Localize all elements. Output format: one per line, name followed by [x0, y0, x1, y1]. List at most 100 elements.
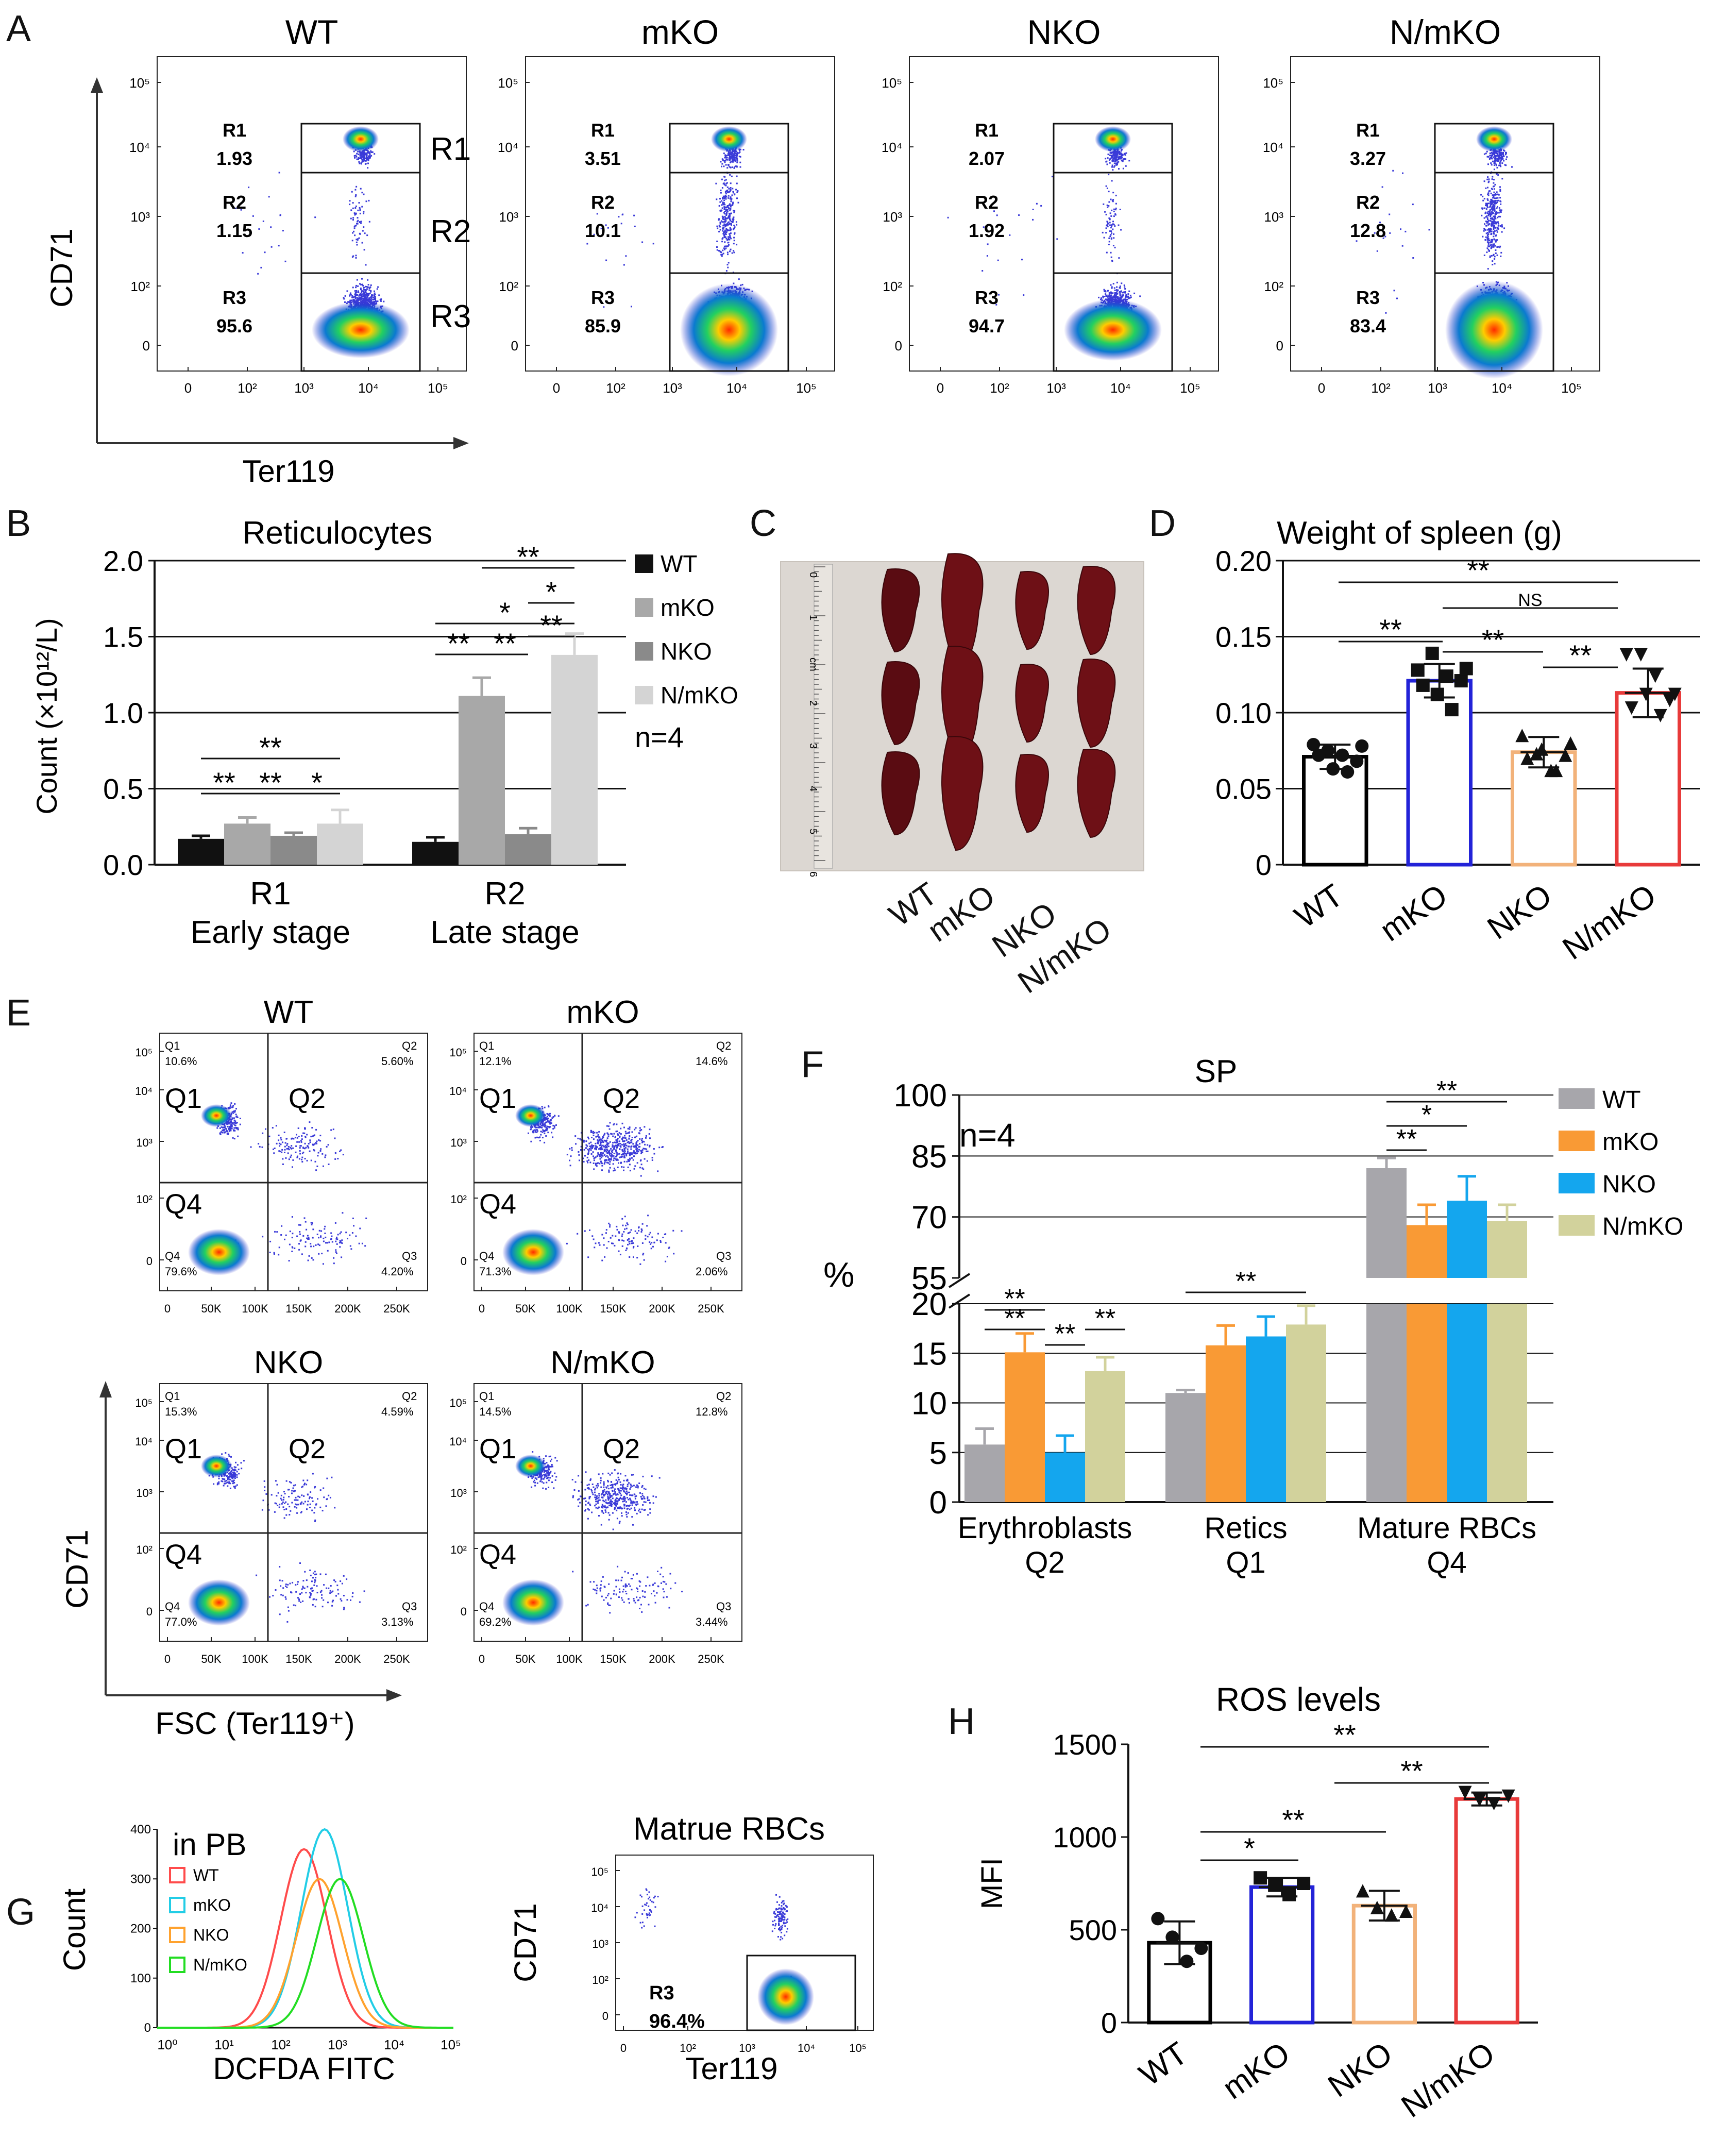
- x-tick-label: 10⁴: [384, 2037, 404, 2052]
- flow-plot-title: NKO: [1027, 13, 1101, 51]
- x-tick-label: 10¹: [214, 2037, 234, 2052]
- gate-name-label: R3: [591, 287, 615, 308]
- y-tick-label: 1500: [1053, 1728, 1117, 1761]
- bar-nko: [1045, 1453, 1085, 1502]
- gate-side-label: R1: [430, 131, 471, 167]
- bar-nmko: [317, 823, 363, 865]
- quadrant-big-label: Q1: [479, 1083, 516, 1114]
- data-point: [1312, 749, 1325, 762]
- bar-mko-lower: [1407, 1304, 1447, 1502]
- y-tick-label: 85: [911, 1139, 947, 1174]
- bar-wt: [178, 839, 224, 865]
- ruler: [814, 564, 833, 868]
- dotplot-a-ytick: 10⁵: [882, 75, 902, 91]
- dotplot-e-ytick: 0: [146, 1605, 153, 1618]
- dotplot-a-ytick: 0: [895, 338, 902, 353]
- gate-value-label: 10.1: [585, 220, 621, 241]
- y-tick-label: 1000: [1053, 1821, 1117, 1854]
- dotplot-a-xtick: 10⁴: [1492, 380, 1512, 396]
- y-tick-label: 0.5: [103, 773, 143, 805]
- dotplot-e-density: [201, 1455, 232, 1477]
- dotplot-a-ytick: 10²: [130, 279, 150, 294]
- dotplot-a-ytick: 10³: [883, 209, 902, 225]
- gate-side-label: R3: [430, 299, 471, 334]
- category-label: Mature RBCs: [1357, 1511, 1536, 1545]
- legend-swatch: [635, 642, 653, 661]
- significance-label: **: [447, 627, 470, 660]
- histogram-xlabel: DCFDA FITC: [213, 2051, 395, 2086]
- significance-label: *: [311, 766, 323, 799]
- dotplot-e-xtick: 150K: [285, 1302, 312, 1315]
- quadrant-q1-value: 14.5%: [479, 1405, 511, 1418]
- data-point: [1165, 1930, 1179, 1944]
- category-sublabel: Late stage: [430, 915, 580, 950]
- quadrant-plot-title: mKO: [566, 995, 639, 1030]
- significance-label: *: [1244, 1832, 1255, 1864]
- flow-plot-title: mKO: [641, 13, 719, 51]
- significance-label: **: [1333, 1719, 1356, 1751]
- dotplot-a-ytick: 0: [143, 338, 150, 353]
- dotplot-a-ytick: 10⁴: [129, 140, 150, 155]
- quadrant-big-label: Q1: [165, 1434, 202, 1464]
- quadrant-big-label: Q4: [479, 1189, 516, 1220]
- y-tick-label: 400: [130, 1823, 151, 1837]
- data-point: [1355, 739, 1368, 753]
- quadrant-q4-value: 77.0%: [165, 1615, 197, 1628]
- data-point: [1426, 647, 1439, 660]
- legend-label: N/mKO: [1602, 1213, 1683, 1240]
- significance-label: **: [259, 766, 282, 799]
- legend-swatch: [170, 1868, 184, 1882]
- data-point: [1416, 679, 1430, 692]
- bar-nmko: [1286, 1324, 1326, 1502]
- quadrant-q2-value: 14.6%: [696, 1055, 727, 1068]
- dotplot-e-xtick: 200K: [649, 1653, 675, 1665]
- data-point: [1564, 736, 1577, 750]
- dotplot-e-xtick: 50K: [201, 1653, 221, 1665]
- flow-plot-title: N/mKO: [1390, 13, 1501, 51]
- bar-wt: [412, 842, 459, 865]
- panel-f-annotation: n=4: [959, 1117, 1016, 1154]
- y-tick-label: 70: [911, 1200, 947, 1236]
- quadrant-plot-title: NKO: [254, 1345, 323, 1380]
- legend-label: WT: [1602, 1086, 1641, 1114]
- quadrant-q2-value: 5.60%: [381, 1055, 413, 1068]
- y-tick-label: 0: [1256, 849, 1272, 881]
- panel-e-xlabel: FSC (Ter119⁺): [155, 1706, 354, 1741]
- dotplot-e-xtick: 150K: [285, 1653, 312, 1665]
- legend-swatch: [635, 598, 653, 617]
- legend-label: mKO: [661, 594, 715, 621]
- y-tick-label: 100: [894, 1078, 947, 1114]
- dotplot-title: Matrue RBCs: [633, 1811, 825, 1847]
- data-point: [1341, 765, 1354, 779]
- gate-value-label: 12.8: [1350, 220, 1386, 241]
- dotplot-a-ytick: 10⁵: [1263, 75, 1283, 91]
- ruler-label: 1: [807, 615, 819, 620]
- dotplot-e-ytick: 10³: [136, 1136, 153, 1149]
- y-tick-label: 0.0: [103, 849, 143, 881]
- gate-name-label: R2: [1356, 192, 1380, 213]
- significance-label: **: [1379, 613, 1402, 646]
- legend-swatch: [170, 1958, 184, 1972]
- bar-mko: [1206, 1345, 1246, 1502]
- dotplot-a-xtick: 10²: [990, 380, 1009, 396]
- quadrant-q1-name: Q1: [165, 1390, 180, 1403]
- bar-nko: [1513, 752, 1576, 865]
- dotplot-e-ytick: 0: [461, 1605, 467, 1618]
- y-tick-label: 15: [911, 1336, 947, 1372]
- gate-value-label: 3.51: [585, 148, 621, 169]
- bar-nmko: [1456, 1799, 1517, 2023]
- panel-f-ylabel: %: [823, 1255, 854, 1294]
- gate-value-label: 85.9: [585, 315, 621, 336]
- quadrant-q3-name: Q3: [716, 1250, 731, 1262]
- gate-name-label: R1: [975, 120, 999, 141]
- dotplot-e-density: [502, 1229, 564, 1275]
- dotplot-g-xtick: 10⁴: [798, 2042, 815, 2054]
